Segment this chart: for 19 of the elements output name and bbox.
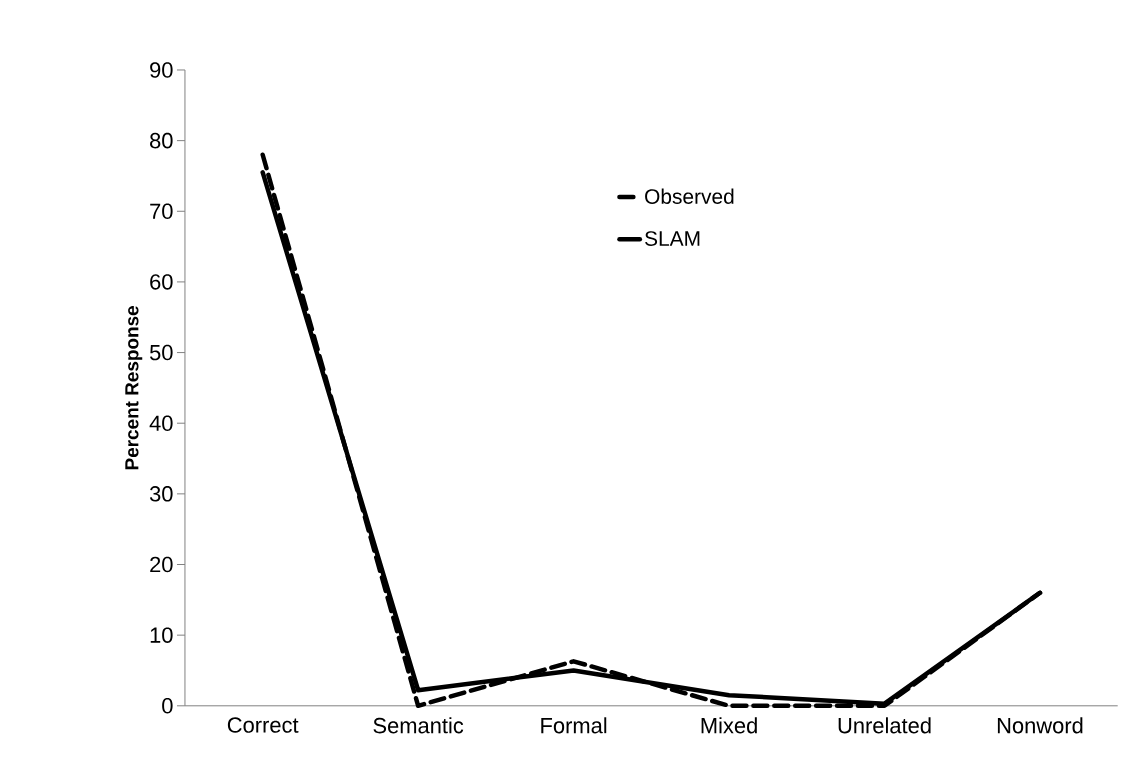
y-tick-label: 90 xyxy=(150,62,173,78)
y-tick-label: 70 xyxy=(150,203,173,220)
y-tick-label: 50 xyxy=(149,344,173,361)
y-tick-label: 0 xyxy=(162,698,173,714)
x-tick-label: Mixed xyxy=(701,717,757,734)
x-tick-label: Semantic xyxy=(373,717,464,734)
y-tick-label: 30 xyxy=(149,486,173,502)
y-axis-title: Percent Response xyxy=(125,306,143,470)
x-tick-label: Correct xyxy=(227,717,299,733)
y-tick-label: 10 xyxy=(150,627,173,644)
y-tick-label: 60 xyxy=(150,274,173,290)
legend-label: Observed xyxy=(645,188,734,205)
y-tick-label: 80 xyxy=(150,132,173,149)
legend-label: SLAM xyxy=(645,231,700,247)
y-tick-label: 40 xyxy=(149,415,173,432)
x-tick-label: Formal xyxy=(541,717,607,734)
x-tick-label: Nonword xyxy=(997,717,1083,734)
y-tick-label: 20 xyxy=(150,556,173,573)
x-tick-label: Unrelated xyxy=(838,717,931,734)
